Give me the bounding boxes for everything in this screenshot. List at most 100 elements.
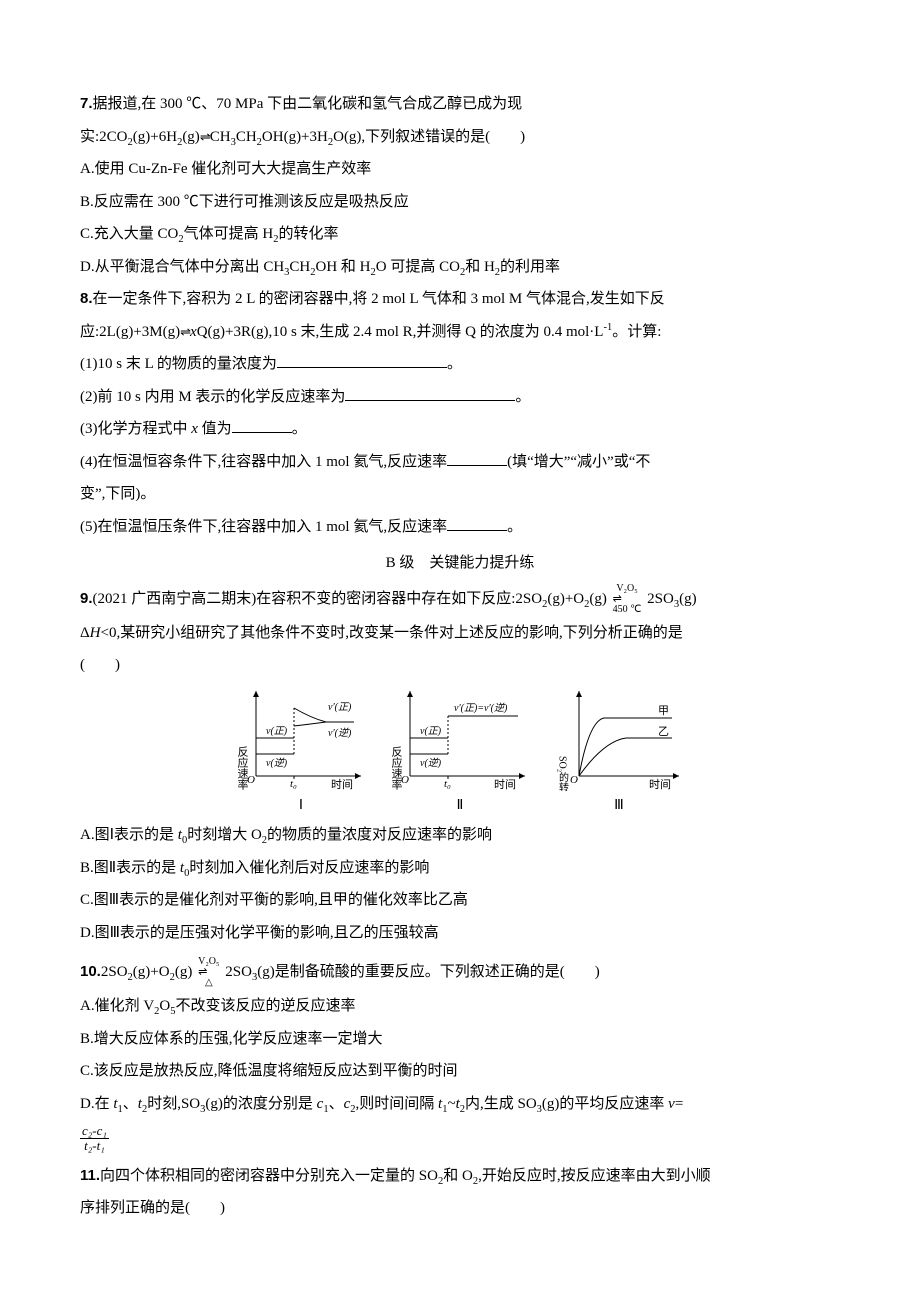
- text: 不改变该反应的逆反应速率: [176, 998, 356, 1014]
- text: (g)+6H: [133, 129, 177, 145]
- text: OH 和 H: [316, 259, 371, 275]
- text: (g): [175, 964, 193, 980]
- text: 值为: [198, 421, 232, 437]
- q9-panel-3: 甲 乙 O SO₂的转化率 时间 Ⅲ: [554, 686, 684, 820]
- text: ,则时间间隔: [356, 1096, 439, 1112]
- text: O 可提高 CO: [376, 259, 460, 275]
- text: 和 O: [443, 1168, 473, 1184]
- var-v: v: [668, 1096, 675, 1112]
- text: D.在: [80, 1096, 113, 1112]
- text: 时刻增大 O: [187, 827, 262, 843]
- panel-cap-3: Ⅲ: [554, 793, 684, 820]
- text: B.图Ⅱ表示的是: [80, 860, 180, 876]
- q10-option-a: A.催化剂 V2O5不改变该反应的逆反应速率: [80, 992, 840, 1021]
- svg-text:t₀: t₀: [290, 778, 297, 790]
- text: 和 H: [465, 259, 495, 275]
- svg-text:反应速率: 反应速率: [236, 745, 249, 790]
- panel-cap-2: Ⅱ: [390, 793, 530, 820]
- svg-text:v(逆): v(逆): [420, 757, 442, 769]
- q7-number: 7.: [80, 95, 93, 112]
- text: (3)化学方程式中: [80, 421, 191, 437]
- reversible-arrow-icon: ⇌: [180, 320, 190, 345]
- q8-stem-a: 在一定条件下,容积为 2 L 的密闭容器中,将 2 mol L 气体和 3 mo…: [93, 291, 665, 307]
- text: (2)前 10 s 内用 M 表示的化学反应速率为: [80, 389, 345, 405]
- text: 的物质的量浓度对反应速率的影响: [267, 827, 492, 843]
- text: C.充入大量 CO: [80, 226, 178, 242]
- q9-option-c: C.图Ⅲ表示的是催化剂对平衡的影响,且甲的催化效率比乙高: [80, 886, 840, 915]
- q9-stem-line2: ΔH<0,某研究小组研究了其他条件不变时,改变某一条件对上述反应的影响,下列分析…: [80, 619, 840, 648]
- reversible-arrow-icon: ⇌: [200, 125, 210, 150]
- q10-fraction: c₂-c₁ t₂-t₁: [80, 1124, 840, 1154]
- condition-arrow-icon: V₂O₅ ⇌ △: [196, 957, 221, 988]
- frac-num: c₂-c₁: [80, 1124, 109, 1139]
- delta-h: H: [90, 625, 101, 641]
- text: 。: [292, 421, 307, 437]
- text: 2SO: [647, 590, 674, 606]
- q8-sub4b: 变”,下同)。: [80, 480, 840, 509]
- q7-option-a: A.使用 Cu-Zn-Fe 催化剂可大大提高生产效率: [80, 155, 840, 184]
- q9-number: 9.: [80, 589, 93, 606]
- text: A.图Ⅰ表示的是: [80, 827, 178, 843]
- q9-panel-1: v(正) v(逆) v′(正) v′(逆) O t₀ 反应速率 时间 Ⅰ: [236, 686, 366, 820]
- svg-text:v(逆): v(逆): [266, 757, 288, 769]
- text: 气体可提高 H: [184, 226, 274, 242]
- svg-text:SO₂的转化率: SO₂的转化率: [557, 756, 569, 791]
- q7-stem-b: 实:2CO2(g)+6H2(g)⇌CH3CH2OH(g)+3H2O(g),下列叙…: [80, 123, 840, 152]
- q7-option-d: D.从平衡混合气体中分离出 CH3CH2OH 和 H2O 可提高 CO2和 H2…: [80, 253, 840, 282]
- text: 向四个体积相同的密闭容器中分别充入一定量的 SO: [100, 1168, 438, 1184]
- svg-text:O: O: [570, 774, 578, 786]
- q7-stem-a: 据报道,在 300 ℃、70 MPa 下由二氧化碳和氢气合成乙醇已成为现: [93, 96, 523, 112]
- text: 。计算:: [612, 324, 661, 340]
- q9-stem-line3: ( ): [80, 651, 840, 680]
- q8-stem-b: 应:2L(g)+3M(g)⇌xQ(g)+3R(g),10 s 末,生成 2.4 …: [80, 318, 840, 347]
- q7-option-b: B.反应需在 300 ℃下进行可推测该反应是吸热反应: [80, 188, 840, 217]
- q11-number: 11.: [80, 1167, 100, 1184]
- text: 。: [515, 389, 530, 405]
- q7-option-c: C.充入大量 CO2气体可提高 H2的转化率: [80, 220, 840, 249]
- panel-cap-1: Ⅰ: [236, 793, 366, 820]
- svg-text:乙: 乙: [658, 725, 669, 738]
- text: 、: [123, 1096, 138, 1112]
- q8-sub1: (1)10 s 末 L 的物质的量浓度为。: [80, 350, 840, 379]
- text: ,开始反应时,按反应速率由大到小顺: [478, 1168, 711, 1184]
- q8-sub3: (3)化学方程式中 x 值为 。: [80, 415, 840, 444]
- text: 时刻,SO: [147, 1096, 200, 1112]
- svg-text:时间: 时间: [494, 778, 516, 791]
- arrow-top: V₂O₅: [613, 584, 642, 594]
- text: (g): [182, 129, 200, 145]
- q11-stem-line2: 序排列正确的是( ): [80, 1194, 840, 1223]
- text: 2SO: [225, 964, 252, 980]
- text: <0,某研究小组研究了其他条件不变时,改变某一条件对上述反应的影响,下列分析正确…: [101, 625, 683, 641]
- text: O(g),下列叙述错误的是( ): [333, 129, 525, 145]
- arrow-bot: △: [198, 978, 219, 988]
- blank: [277, 352, 447, 368]
- q8-sub5: (5)在恒温恒压条件下,往容器中加入 1 mol 氦气,反应速率。: [80, 513, 840, 542]
- text: (4)在恒温恒容条件下,往容器中加入 1 mol 氦气,反应速率: [80, 454, 447, 470]
- q8-number: 8.: [80, 290, 93, 307]
- arrow-bot: 450 ℃: [613, 605, 642, 615]
- blank: [447, 450, 507, 466]
- text: 、: [329, 1096, 344, 1112]
- blank: [345, 385, 515, 401]
- q10-option-b: B.增大反应体系的压强,化学反应速率一定增大: [80, 1025, 840, 1054]
- q9-stem-line1: 9.(2021 广西南宁高二期末)在容积不变的密闭容器中存在如下反应:2SO2(…: [80, 584, 840, 615]
- text: 。: [447, 356, 462, 372]
- text: 时刻加入催化剂后对反应速率的影响: [189, 860, 429, 876]
- svg-text:反应速率: 反应速率: [390, 745, 403, 790]
- text: Δ: [80, 625, 90, 641]
- svg-text:时间: 时间: [649, 778, 671, 791]
- condition-arrow-icon: V₂O₅ ⇌ 450 ℃: [611, 584, 644, 615]
- q8-sub4a: (4)在恒温恒容条件下,往容器中加入 1 mol 氦气,反应速率 (填“增大”“减…: [80, 448, 840, 477]
- text: (填“增大”“减小”或“不: [507, 454, 650, 470]
- text: OH(g)+3H: [262, 129, 328, 145]
- svg-text:O: O: [401, 774, 409, 786]
- svg-text:甲: 甲: [658, 705, 669, 717]
- q9-option-a: A.图Ⅰ表示的是 t0时刻增大 O2的物质的量浓度对反应速率的影响: [80, 821, 840, 850]
- text: 应:2L(g)+3M(g): [80, 324, 180, 340]
- var-x: x: [191, 421, 198, 437]
- q9-option-b: B.图Ⅱ表示的是 t0时刻加入催化剂后对反应速率的影响: [80, 854, 840, 883]
- text: Q(g)+3R(g),10 s 末,生成 2.4 mol R,并测得 Q 的浓度…: [197, 324, 604, 340]
- svg-text:时间: 时间: [331, 778, 353, 791]
- q9-option-d: D.图Ⅲ表示的是压强对化学平衡的影响,且乙的压强较高: [80, 919, 840, 948]
- text: 。: [507, 519, 522, 535]
